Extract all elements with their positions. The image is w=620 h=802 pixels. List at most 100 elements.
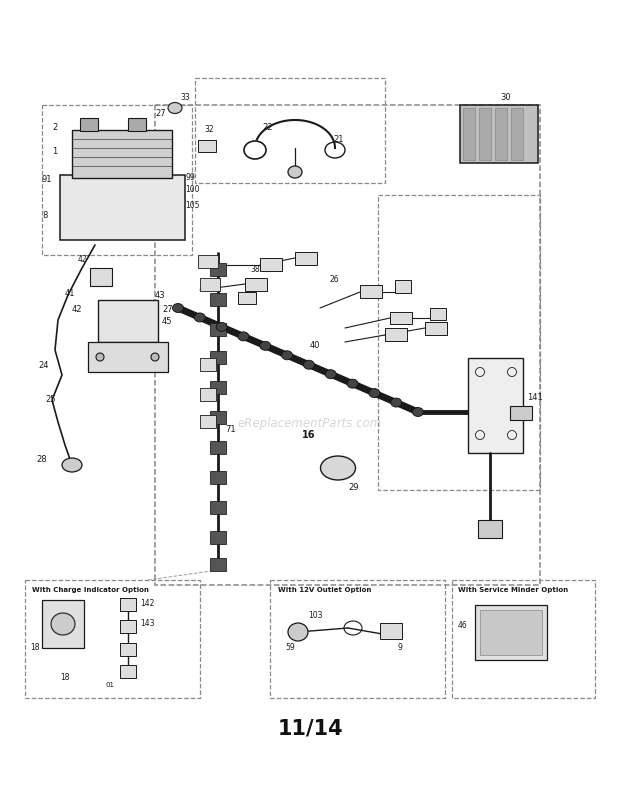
Bar: [510, 406, 532, 420]
Text: 8: 8: [42, 210, 47, 220]
Bar: [495, 108, 507, 160]
Bar: [479, 108, 491, 160]
Text: 91: 91: [42, 176, 53, 184]
Bar: [90, 268, 112, 286]
Text: 22: 22: [262, 124, 273, 132]
Ellipse shape: [326, 370, 336, 379]
Text: 45: 45: [162, 318, 172, 326]
Bar: [195, 78, 385, 183]
Ellipse shape: [288, 623, 308, 641]
Ellipse shape: [168, 103, 182, 114]
Bar: [72, 130, 172, 178]
Text: 24: 24: [38, 361, 48, 370]
Text: 30: 30: [500, 92, 511, 102]
Text: 105: 105: [185, 200, 200, 209]
Bar: [200, 358, 216, 371]
Text: With 12V Outlet Option: With 12V Outlet Option: [278, 587, 371, 593]
Bar: [200, 278, 220, 291]
Ellipse shape: [321, 456, 355, 480]
Ellipse shape: [391, 398, 402, 407]
Bar: [210, 531, 226, 544]
Ellipse shape: [281, 350, 293, 360]
Ellipse shape: [62, 458, 82, 472]
Text: 42: 42: [78, 256, 87, 265]
Bar: [270, 580, 445, 698]
Bar: [210, 323, 226, 336]
Text: With Charge Indicator Option: With Charge Indicator Option: [32, 587, 149, 593]
Bar: [210, 501, 226, 514]
Ellipse shape: [238, 332, 249, 341]
Text: 59: 59: [285, 643, 294, 653]
Bar: [378, 195, 540, 490]
Text: With Service Minder Option: With Service Minder Option: [458, 587, 568, 593]
Text: 143: 143: [140, 619, 154, 629]
Bar: [395, 280, 411, 293]
Bar: [25, 580, 200, 698]
Text: 11/14: 11/14: [277, 719, 343, 738]
Ellipse shape: [260, 342, 271, 350]
Text: eReplacementParts.com: eReplacementParts.com: [238, 417, 382, 430]
Bar: [245, 278, 267, 291]
Bar: [511, 108, 523, 160]
Ellipse shape: [216, 322, 227, 331]
Text: 40: 40: [310, 341, 321, 350]
Bar: [360, 285, 382, 298]
Bar: [385, 328, 407, 341]
Text: 26: 26: [330, 276, 340, 285]
Text: 43: 43: [155, 290, 166, 299]
Bar: [210, 263, 226, 276]
Text: 1: 1: [52, 148, 57, 156]
Text: 25: 25: [45, 395, 56, 404]
Bar: [128, 118, 146, 131]
Text: 18: 18: [30, 643, 40, 653]
Ellipse shape: [96, 353, 104, 361]
Ellipse shape: [288, 166, 302, 178]
Bar: [430, 308, 446, 320]
Ellipse shape: [412, 407, 423, 416]
Bar: [60, 175, 185, 240]
Bar: [460, 105, 538, 163]
Text: 100: 100: [185, 185, 200, 195]
Bar: [42, 600, 84, 648]
Bar: [200, 415, 216, 428]
Bar: [88, 342, 168, 372]
Text: 9: 9: [397, 643, 402, 653]
Text: 01: 01: [105, 682, 114, 688]
Bar: [478, 520, 502, 538]
Bar: [210, 381, 226, 394]
Text: 33: 33: [180, 92, 190, 102]
Text: 41: 41: [65, 289, 76, 298]
Bar: [210, 293, 226, 306]
Bar: [120, 598, 136, 611]
Text: 141: 141: [527, 394, 542, 403]
Bar: [463, 108, 475, 160]
Text: 27: 27: [162, 306, 172, 314]
Text: 21: 21: [333, 136, 343, 144]
Text: 27: 27: [155, 108, 166, 118]
Ellipse shape: [151, 353, 159, 361]
Bar: [210, 471, 226, 484]
Bar: [80, 118, 98, 131]
Bar: [475, 605, 547, 660]
Bar: [210, 558, 226, 571]
Text: 16: 16: [302, 430, 316, 440]
Text: 71: 71: [225, 426, 236, 435]
Bar: [210, 411, 226, 424]
Bar: [452, 580, 595, 698]
Bar: [200, 388, 216, 401]
Text: 32: 32: [204, 124, 214, 133]
Bar: [238, 292, 256, 304]
Bar: [155, 105, 540, 585]
Bar: [425, 322, 447, 335]
Text: 38: 38: [250, 265, 260, 274]
Text: 42: 42: [72, 306, 82, 314]
Bar: [120, 643, 136, 656]
Text: 46: 46: [458, 621, 467, 630]
Ellipse shape: [194, 313, 205, 322]
Bar: [480, 610, 542, 655]
Ellipse shape: [172, 303, 184, 313]
Text: 103: 103: [308, 610, 322, 619]
Bar: [295, 252, 317, 265]
Ellipse shape: [369, 389, 380, 398]
Text: 18: 18: [60, 674, 69, 683]
